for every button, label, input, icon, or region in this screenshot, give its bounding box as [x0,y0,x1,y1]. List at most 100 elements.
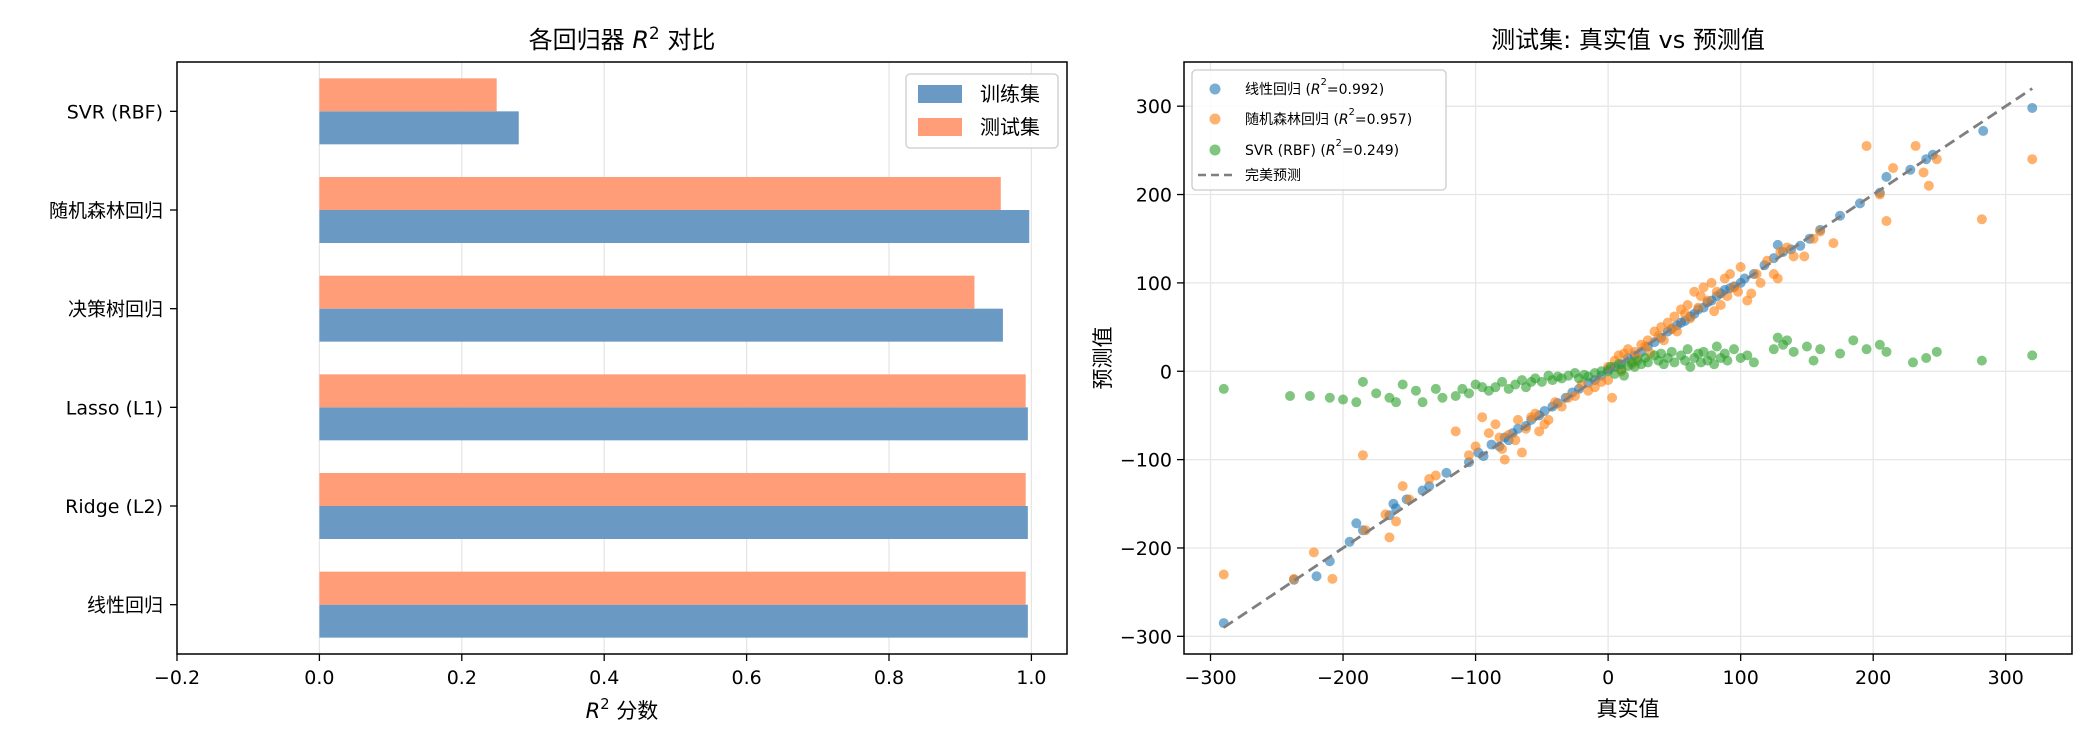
point-forest [1327,573,1338,584]
point-forest [1976,214,1987,225]
point-svr [1931,346,1942,357]
point-svr [1815,344,1826,355]
point-svr [1711,341,1722,352]
point-forest [1682,299,1693,310]
y-tick-label: 300 [1136,96,1172,118]
point-forest [1751,269,1762,280]
y-tick-label: −100 [1120,450,1172,472]
x-tick-label: 100 [1723,667,1759,689]
point-forest [1477,412,1488,423]
x-tick-label: −0.2 [154,667,200,689]
point-svr [1729,344,1740,355]
point-svr [1497,376,1508,387]
legend-label-svr: SVR (RBF) (R2=0.249) [1245,138,1399,159]
legend-label-test: 测试集 [980,115,1040,139]
x-tick-label: 0.6 [731,667,761,689]
point-svr [1748,357,1759,368]
point-svr [1921,353,1932,363]
point-svr [1410,385,1421,396]
bar-train [319,407,1028,441]
y-tick-label: 200 [1136,185,1172,207]
point-forest [1490,419,1501,430]
point-linear [1739,273,1750,284]
y-tick-label: 0 [1160,361,1172,383]
bar-test [319,177,1001,210]
bar-train [319,308,1003,342]
bar-chart-frame [176,61,1068,655]
point-forest [2027,154,2038,165]
bar-chart-legend: 训练集 测试集 [905,73,1059,149]
point-forest [1669,311,1680,322]
point-forest [1715,299,1726,310]
point-svr [1709,359,1720,370]
point-linear [1978,125,1989,136]
point-svr [1698,346,1709,357]
point-svr [1772,332,1783,343]
point-linear [1441,467,1452,478]
point-svr [1397,379,1408,390]
point-svr [1437,392,1448,403]
point-forest [1470,441,1481,452]
point-svr [1768,344,1779,355]
scatter-chart-title: 测试集: 真实值 vs 预测值 [1491,26,1765,54]
point-linear [1881,171,1892,182]
point-svr [1304,390,1315,401]
x-tick-label: −300 [1184,667,1236,689]
point-forest [1881,216,1892,227]
point-forest [1746,288,1757,299]
y-tick-label: 100 [1136,273,1172,295]
point-forest [1861,140,1872,151]
point-forest [1543,414,1554,425]
point-forest [1772,273,1783,284]
point-svr [1218,383,1229,394]
scatter-chart-xlabel: 真实值 [1597,697,1660,721]
point-svr [1848,335,1859,346]
point-forest [1888,163,1899,174]
bar-chart-xlabel: R2 分数 [586,696,659,723]
y-tick-label: −300 [1120,626,1172,648]
point-forest [1569,390,1580,401]
point-svr [1536,376,1547,387]
legend-box [1191,69,1447,191]
point-forest [1725,269,1736,280]
bar-chart-title: 各回归器 R2 对比 [529,23,716,54]
point-forest [1516,447,1527,458]
scatter-chart: 测试集: 真实值 vs 预测值 −300 −200 −100 0 100 200 300 −… [1091,26,2073,721]
bar-test [319,78,497,112]
point-svr [1666,346,1677,357]
x-tick-label: 1.0 [1016,667,1046,689]
legend-label-forest: 随机森林回归 (R2=0.957) [1245,107,1412,128]
point-svr [1874,339,1885,350]
point-svr [1706,350,1717,361]
point-forest [1430,470,1441,481]
point-svr [1861,344,1872,355]
point-svr [1619,370,1630,381]
point-svr [1881,346,1892,357]
point-linear [2027,102,2038,113]
point-svr [1685,361,1696,372]
category-label: 线性回归 [87,595,163,617]
point-svr [1682,344,1693,355]
point-svr [1417,397,1428,408]
point-svr [1338,394,1349,405]
point-forest [1380,509,1391,520]
category-label: SVR (RBF) [67,101,163,123]
bar-train [319,506,1028,539]
point-svr [1351,397,1362,408]
point-forest [1607,392,1618,403]
y-tick-label: −200 [1120,538,1172,560]
legend-label-linear: 线性回归 (R2=0.992) [1245,77,1384,98]
point-forest [1672,326,1683,337]
bar-train [319,604,1028,638]
point-forest [1698,282,1709,293]
r2-bar-chart: 各回归器 R2 对比 −0.2 0.0 0.2 0.4 0.6 0.8 1.0 线性回归 Ri… [49,23,1068,723]
point-forest [1658,335,1669,346]
category-label: 随机森林回归 [49,200,163,222]
point-forest [1799,251,1810,262]
point-svr [1450,390,1461,401]
point-forest [1512,414,1523,425]
scatter-chart-legend: 线性回归 (R2=0.992) 随机森林回归 (R2=0.957) SVR (R… [1191,69,1447,191]
point-linear [1539,406,1550,417]
legend-swatch-test [918,118,962,136]
